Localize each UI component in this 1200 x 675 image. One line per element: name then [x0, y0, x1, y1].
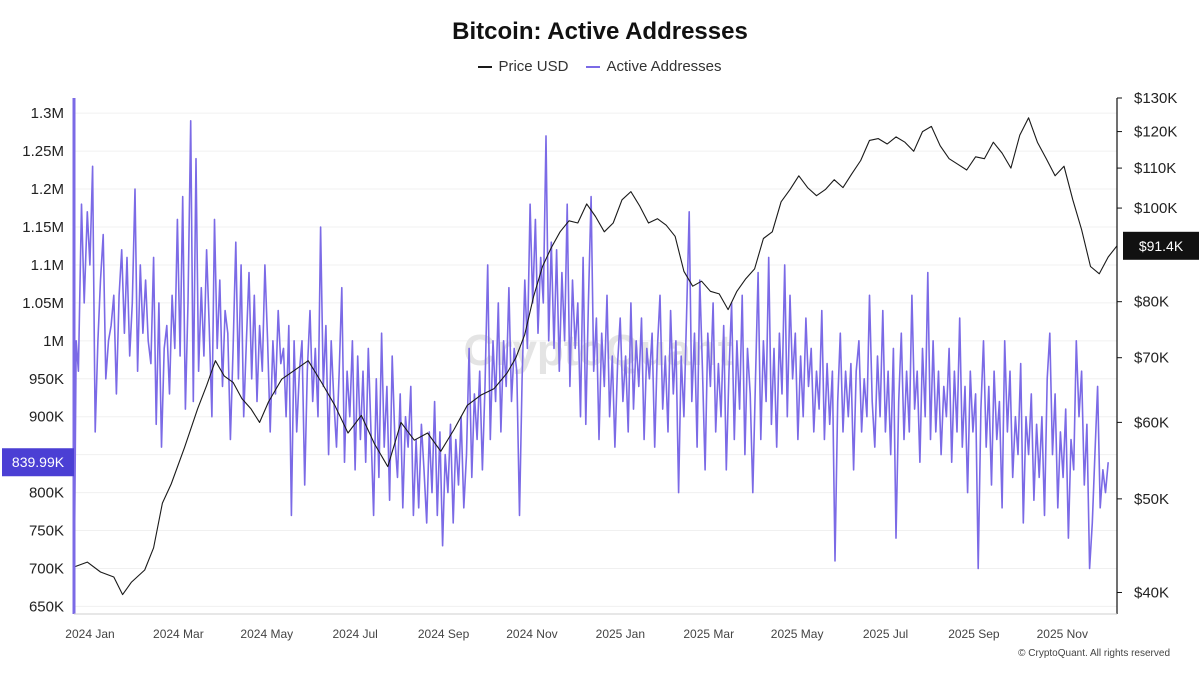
- x-tick-label: 2024 Jan: [65, 627, 114, 641]
- x-tick-label: 2025 Jan: [596, 627, 645, 641]
- legend-label-price: Price USD: [498, 58, 569, 75]
- y-right-tick-label: $60K: [1134, 414, 1169, 431]
- y-left-tick-label: 1.15M: [22, 219, 64, 236]
- series-line-price-usd[interactable]: [73, 117, 1118, 596]
- legend-label-active-addresses: Active Addresses: [606, 58, 722, 75]
- legend-swatch-price: [478, 65, 493, 68]
- y-left-tick-label: 1.25M: [22, 143, 64, 160]
- y-right-tick-label: $40K: [1134, 584, 1169, 601]
- y-right-tick-label: $120K: [1134, 124, 1177, 141]
- y-right-tick-label: $130K: [1134, 90, 1177, 107]
- y-right-tick-label: $70K: [1134, 350, 1169, 367]
- y-right-tick-label: $50K: [1134, 491, 1169, 508]
- current-value-badge-active-addresses: [2, 448, 74, 477]
- x-tick-label: 2025 May: [771, 627, 824, 641]
- x-tick-label: 2025 Nov: [1037, 627, 1088, 641]
- y-left-tick-label: 750K: [29, 523, 64, 540]
- y-left-tick-label: 1.05M: [22, 295, 64, 312]
- y-right-tick-label: $80K: [1134, 294, 1169, 311]
- y-left-tick-label: 650K: [29, 598, 64, 615]
- x-tick-label: 2024 May: [240, 627, 293, 641]
- copyright-notice: © CryptoQuant. All rights reserved: [1018, 648, 1170, 659]
- current-value-label-price: $91.4K: [1139, 238, 1184, 254]
- current-value-label-active-addresses: 839.99K: [12, 454, 65, 470]
- legend-item-active-addresses[interactable]: Active Addresses: [586, 58, 722, 75]
- x-tick-label: 2025 Mar: [683, 627, 734, 641]
- x-tick-label: 2025 Sep: [948, 627, 1000, 641]
- x-tick-label: 2025 Jul: [863, 627, 908, 641]
- y-right-tick-label: $110K: [1134, 160, 1176, 177]
- y-left-tick-label: 1.3M: [31, 105, 64, 122]
- legend-item-price[interactable]: Price USD: [478, 58, 568, 75]
- y-left-tick-label: 900K: [29, 409, 64, 426]
- current-value-badge-price: [1123, 231, 1199, 260]
- y-left-tick-label: 700K: [29, 560, 64, 577]
- x-tick-label: 2024 Mar: [153, 627, 204, 641]
- y-left-tick-label: 1M: [43, 333, 64, 350]
- legend-swatch-active-addresses: [586, 65, 601, 68]
- x-tick-label: 2024 Nov: [506, 627, 557, 641]
- y-right-tick-label: $100K: [1134, 200, 1177, 217]
- chart-title: Bitcoin: Active Addresses: [452, 18, 748, 45]
- y-left-tick-label: 950K: [29, 371, 64, 388]
- x-tick-label: 2024 Sep: [418, 627, 470, 641]
- y-left-tick-label: 800K: [29, 485, 64, 502]
- y-left-tick-label: 1.1M: [31, 257, 64, 274]
- series-line-active-addresses[interactable]: [73, 120, 1109, 607]
- chart-legend: Price USD Active Addresses: [0, 58, 1200, 75]
- y-left-tick-label: 1.2M: [31, 181, 64, 198]
- x-tick-label: 2024 Jul: [332, 627, 377, 641]
